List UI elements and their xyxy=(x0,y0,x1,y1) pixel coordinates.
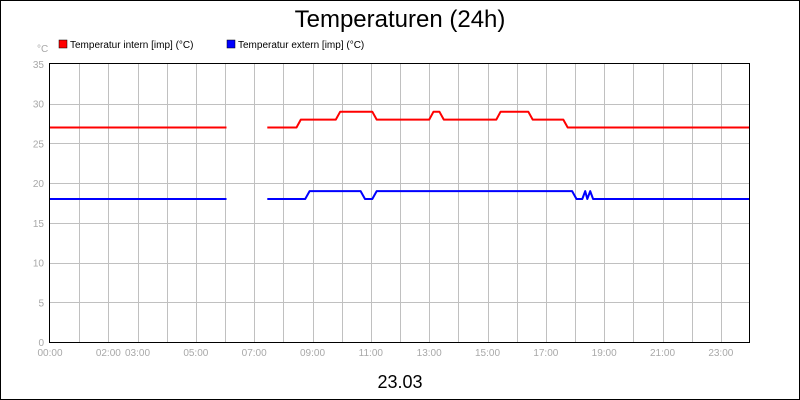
date-label: 23.03 xyxy=(377,372,422,392)
series-line-intern xyxy=(267,110,750,129)
x-tick-label: 02:00 xyxy=(96,348,121,359)
x-tick-label: 17:00 xyxy=(533,348,558,359)
y-tick-label: 10 xyxy=(33,259,45,270)
y-tick-label: 25 xyxy=(33,139,45,150)
series-lines xyxy=(50,110,750,200)
y-tick-label: 35 xyxy=(33,60,45,71)
y-tick-label: 20 xyxy=(33,179,45,190)
x-tick-label: 00:00 xyxy=(37,348,62,359)
y-axis-unit-label: °C xyxy=(37,44,48,55)
series-line-extern xyxy=(267,190,750,200)
x-tick-label: 09:00 xyxy=(300,348,325,359)
grid xyxy=(50,64,750,342)
y-tick-label: 5 xyxy=(38,298,44,309)
chart-title: Temperaturen (24h) xyxy=(295,6,506,33)
x-tick-label: 13:00 xyxy=(417,348,442,359)
legend-label-intern: Temperatur intern [imp] (°C) xyxy=(70,40,193,51)
x-tick-label: 19:00 xyxy=(592,348,617,359)
y-tick-label: 15 xyxy=(33,219,45,230)
legend: Temperatur intern [imp] (°C) Temperatur … xyxy=(58,39,364,51)
x-tick-label: 11:00 xyxy=(359,348,384,359)
plot-area-border xyxy=(49,63,750,343)
y-tick-label: 30 xyxy=(33,100,45,111)
legend-swatch-intern xyxy=(58,39,68,49)
y-tick-labels: 0 5 10 15 20 25 30 35 xyxy=(33,60,45,349)
x-tick-label: 03:00 xyxy=(125,348,150,359)
x-tick-labels: 00:00 02:00 03:00 05:00 07:00 09:00 11:00 13:00… xyxy=(37,348,733,359)
x-tick-label: 05:00 xyxy=(183,348,208,359)
x-tick-label: 21:00 xyxy=(650,348,675,359)
legend-label-extern: Temperatur extern [imp] (°C) xyxy=(238,40,364,51)
x-tick-label: 23:00 xyxy=(708,348,733,359)
y-tick-label: 0 xyxy=(38,338,44,349)
x-tick-label: 15:00 xyxy=(475,348,500,359)
legend-swatch-extern xyxy=(226,39,236,49)
x-tick-label: 07:00 xyxy=(242,348,267,359)
